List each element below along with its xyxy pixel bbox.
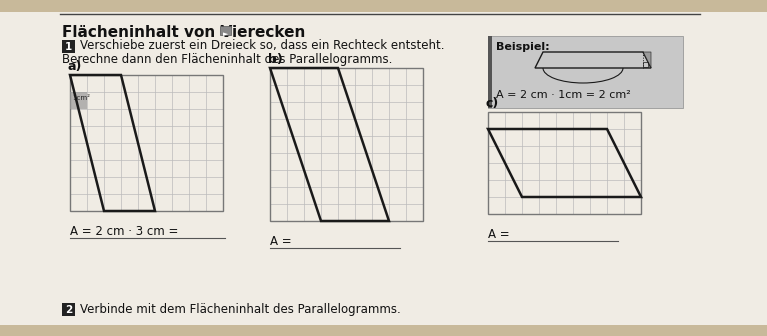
Text: b): b): [268, 53, 283, 66]
Text: A = 2 cm · 1cm = 2 cm²: A = 2 cm · 1cm = 2 cm²: [496, 90, 630, 100]
Polygon shape: [643, 52, 651, 68]
Text: Beispiel:: Beispiel:: [496, 42, 550, 52]
Bar: [488, 112, 641, 214]
Text: A =: A =: [270, 235, 291, 248]
Text: Verbinde mit dem Flächeninhalt des Parallelogramms.: Verbinde mit dem Flächeninhalt des Paral…: [80, 303, 400, 317]
Text: ►: ►: [222, 31, 229, 37]
Text: c): c): [486, 97, 499, 110]
Bar: [70, 92, 87, 109]
Bar: [70, 75, 223, 211]
Text: 1: 1: [65, 42, 72, 51]
Bar: [0, 0, 767, 12]
Text: A = 2 cm · 3 cm =: A = 2 cm · 3 cm =: [70, 225, 179, 238]
Text: Berechne dann den Flächeninhalt des Parallelogramms.: Berechne dann den Flächeninhalt des Para…: [62, 53, 393, 67]
Text: Flächeninhalt von Vierecken: Flächeninhalt von Vierecken: [62, 25, 305, 40]
Bar: [270, 68, 423, 221]
Text: A =: A =: [488, 228, 509, 241]
Text: 1cm²: 1cm²: [72, 95, 90, 101]
Bar: [62, 303, 75, 316]
Bar: [488, 36, 683, 108]
Text: 2: 2: [65, 305, 72, 315]
Bar: [643, 62, 648, 67]
Bar: [62, 40, 75, 53]
Text: a): a): [68, 60, 82, 73]
Bar: [220, 26, 231, 35]
Bar: [488, 36, 492, 108]
Text: Verschiebe zuerst ein Dreieck so, dass ein Rechteck entsteht.: Verschiebe zuerst ein Dreieck so, dass e…: [80, 40, 445, 52]
Bar: [0, 325, 767, 336]
